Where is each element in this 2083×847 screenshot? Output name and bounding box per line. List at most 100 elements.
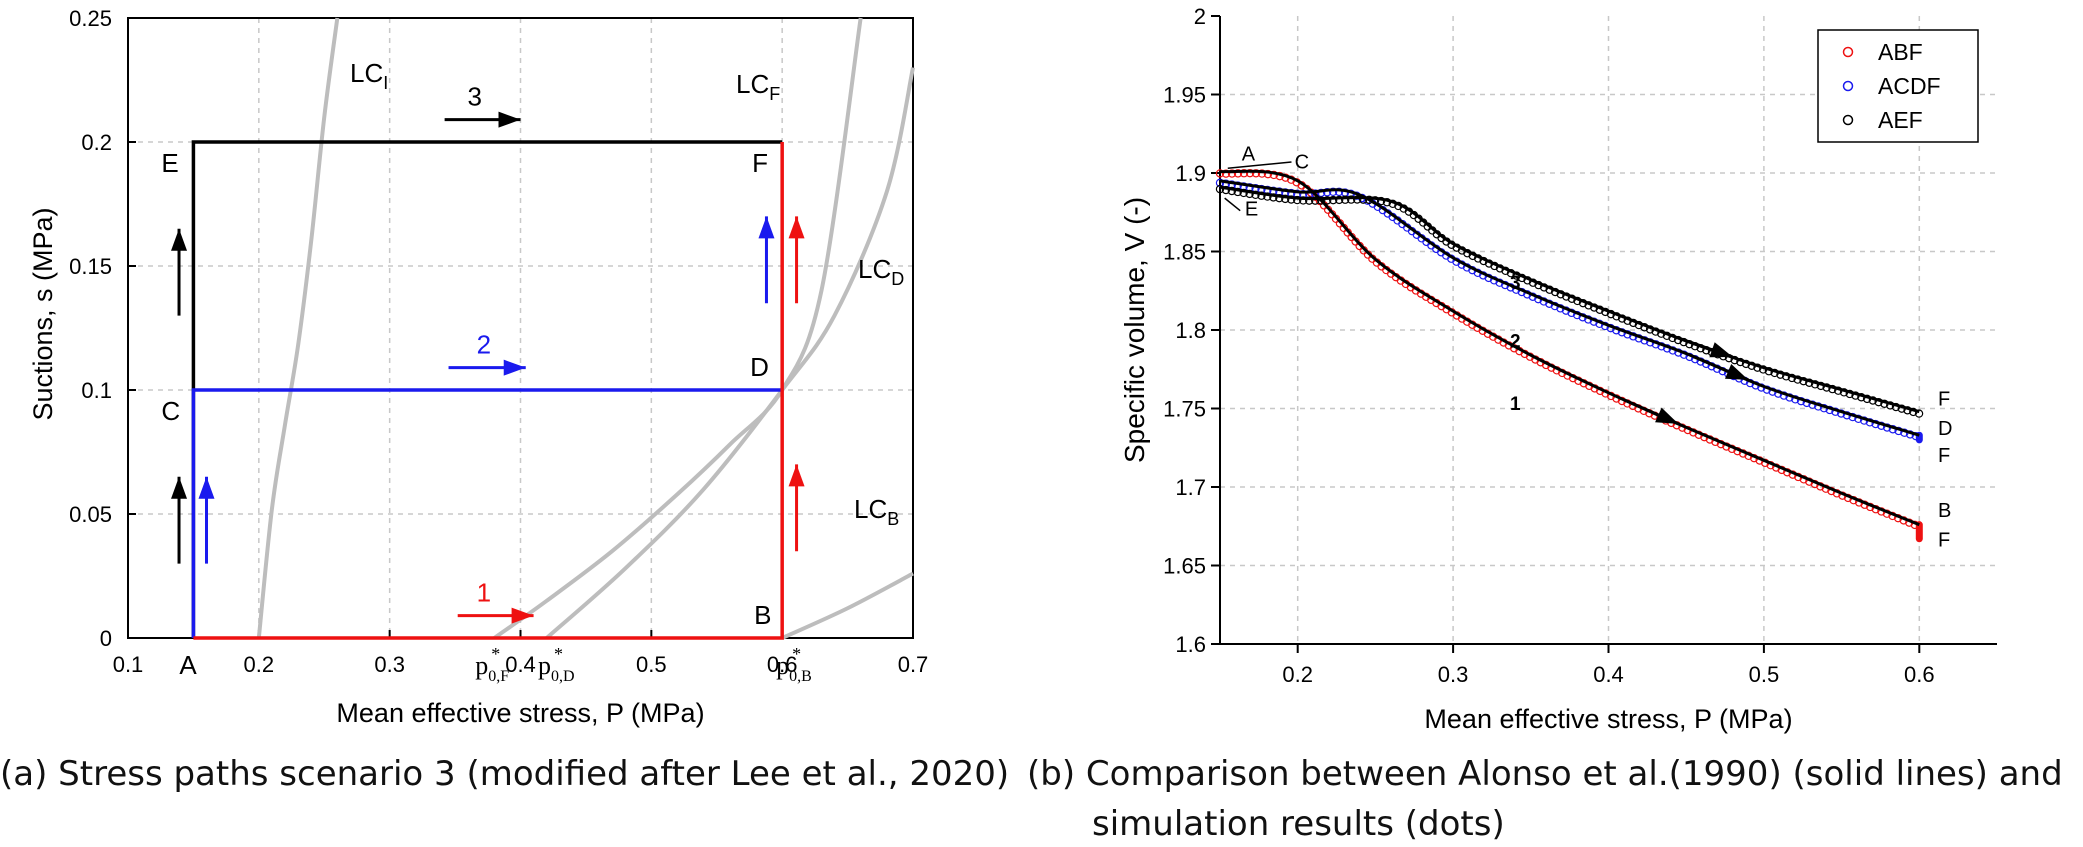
stress-path-2: [191, 388, 783, 638]
sim-dot: [1334, 187, 1344, 197]
point-label-F: F: [1938, 530, 1950, 552]
direction-arrow-ACDF: [1693, 355, 1749, 382]
y-tick-label: 2: [1194, 4, 1206, 29]
legend-marker-ABF: [1842, 46, 1854, 58]
x-tick-label: 0.1: [113, 652, 144, 677]
vertical-arrow-CE-black-head: [171, 228, 188, 251]
sim-dot: [1287, 195, 1296, 204]
dots-ABF: [1215, 168, 1920, 530]
direction-arrow-path-1-head: [511, 607, 534, 624]
point-label-B: B: [754, 600, 771, 630]
lc-label-I: LCI: [350, 58, 388, 93]
direction-arrow-AEF-head: [1709, 342, 1733, 358]
y-tick-label: 0.2: [81, 130, 112, 155]
sim-dot: [1328, 187, 1338, 197]
y-tick-label: 1.65: [1163, 554, 1206, 579]
x-tick-label: 0.3: [374, 652, 405, 677]
x-tick-label: 0.5: [1749, 662, 1780, 687]
direction-arrow-path-1: [457, 607, 534, 624]
y-axis-label: Specific volume, V (-): [1119, 197, 1150, 463]
sim-dot: [1215, 169, 1225, 178]
stress-label-0D: p0,D: [538, 651, 575, 685]
vertical-arrow-AC-black-head: [171, 476, 188, 499]
y-tick-label: 0.1: [81, 378, 112, 403]
stress-path-1: [193, 142, 784, 640]
lc-label-D: LCD: [858, 254, 904, 289]
leader-line-E: [1224, 197, 1241, 212]
sim-dot: [1233, 169, 1243, 178]
model-line-ACDF: [1219, 179, 1920, 437]
point-label-D: D: [1938, 418, 1952, 440]
x-tick-label: 0.2: [1282, 662, 1313, 687]
y-tick-label: 1.95: [1163, 83, 1206, 108]
direction-arrow-ACDF-head: [1724, 363, 1749, 380]
dots-guide-ACDF: [1220, 181, 1919, 435]
sim-dot: [1352, 195, 1362, 204]
sim-dot: [1322, 188, 1332, 197]
sim-dot: [1239, 169, 1249, 178]
lc-curve-I: [256, 17, 340, 639]
point-label-B: B: [1938, 500, 1951, 522]
vertical-arrow-AC-black: [171, 476, 188, 564]
stress-label-0F: p0,F: [475, 651, 509, 685]
sim-dot: [1257, 191, 1266, 200]
dots-guide-ABF: [1220, 171, 1919, 524]
sim-dot: [1310, 196, 1320, 205]
sim-dot: [1334, 195, 1344, 205]
x-axis-label: Mean effective stress, P (MPa): [336, 698, 704, 728]
model-line-AEF: [1219, 185, 1920, 414]
sim-dot: [1251, 169, 1261, 178]
point-label-E: E: [161, 148, 178, 178]
vertical-arrow-BD-red: [788, 464, 805, 552]
vertical-arrow-BD-red-head: [788, 464, 805, 487]
caption-a: (a) Stress paths scenario 3 (modified af…: [0, 754, 1010, 794]
vertical-arrow-DF-blue: [758, 216, 775, 304]
point-label-F: F: [1938, 445, 1950, 467]
sim-dot: [1304, 196, 1314, 205]
y-tick-label: 1.9: [1175, 161, 1206, 186]
sim-dot: [1328, 195, 1338, 205]
sim-dot: [1221, 169, 1231, 178]
y-tick-label: 0.25: [69, 6, 112, 31]
lc-label-B: LCB: [854, 494, 899, 529]
sim-dot: [1263, 169, 1273, 179]
point-label-A: A: [179, 650, 197, 680]
chart-stress-paths: 0.1 0.2 0.3 0.4 0.5 0.6 0.7 0 0.05 0.1 0.15 0.2 0.25…: [28, 6, 928, 728]
sim-dot: [1227, 169, 1237, 178]
x-tick-label: 0.6: [767, 652, 798, 677]
caption-b-line1: (b) Comparison between Alonso et al.(199…: [1027, 754, 2063, 794]
x-tick-label: 0.5: [636, 652, 667, 677]
x-axis-label: Mean effective stress, P (MPa): [1424, 704, 1792, 734]
leader-line-C: [1227, 161, 1292, 170]
direction-arrow-path-3: [444, 111, 521, 128]
sim-dot: [1263, 192, 1272, 201]
lc-curve-D: [545, 67, 915, 640]
y-tick-label: 1.75: [1163, 397, 1206, 422]
stress-label-star: *: [491, 644, 500, 664]
lc-label-F: LCF: [736, 69, 780, 104]
path-number-2: 2: [1510, 331, 1521, 352]
vertical-arrow-DF-red: [788, 216, 805, 304]
y-axis-label: Suctions, s (MPa): [28, 207, 58, 420]
path-number-1: 1: [477, 578, 491, 608]
model-line-ABF: [1219, 169, 1920, 527]
sim-dot: [1364, 195, 1374, 205]
legend-label-AEF: AEF: [1878, 107, 1923, 133]
legend-label-ABF: ABF: [1878, 39, 1923, 65]
x-tick-label: 0.4: [1593, 662, 1624, 687]
point-label-E: E: [1245, 198, 1258, 220]
lc-curve-F: [493, 17, 863, 640]
point-label-F: F: [752, 148, 768, 178]
x-tick-label: 0.7: [898, 652, 929, 677]
path-number-1: 1: [1510, 394, 1521, 415]
path-number-3: 3: [1510, 273, 1521, 294]
sim-dot: [1281, 194, 1290, 204]
sim-dot: [1914, 409, 1924, 418]
vertical-arrow-AC-blue: [198, 476, 215, 564]
sim-dot: [1298, 196, 1308, 205]
sim-dot: [1316, 196, 1326, 205]
y-tick-label: 0: [100, 626, 112, 651]
vertical-arrow-DF-red-head: [788, 216, 805, 239]
x-tick-label: 0.4: [505, 652, 536, 677]
stress-label-star: *: [554, 644, 563, 664]
